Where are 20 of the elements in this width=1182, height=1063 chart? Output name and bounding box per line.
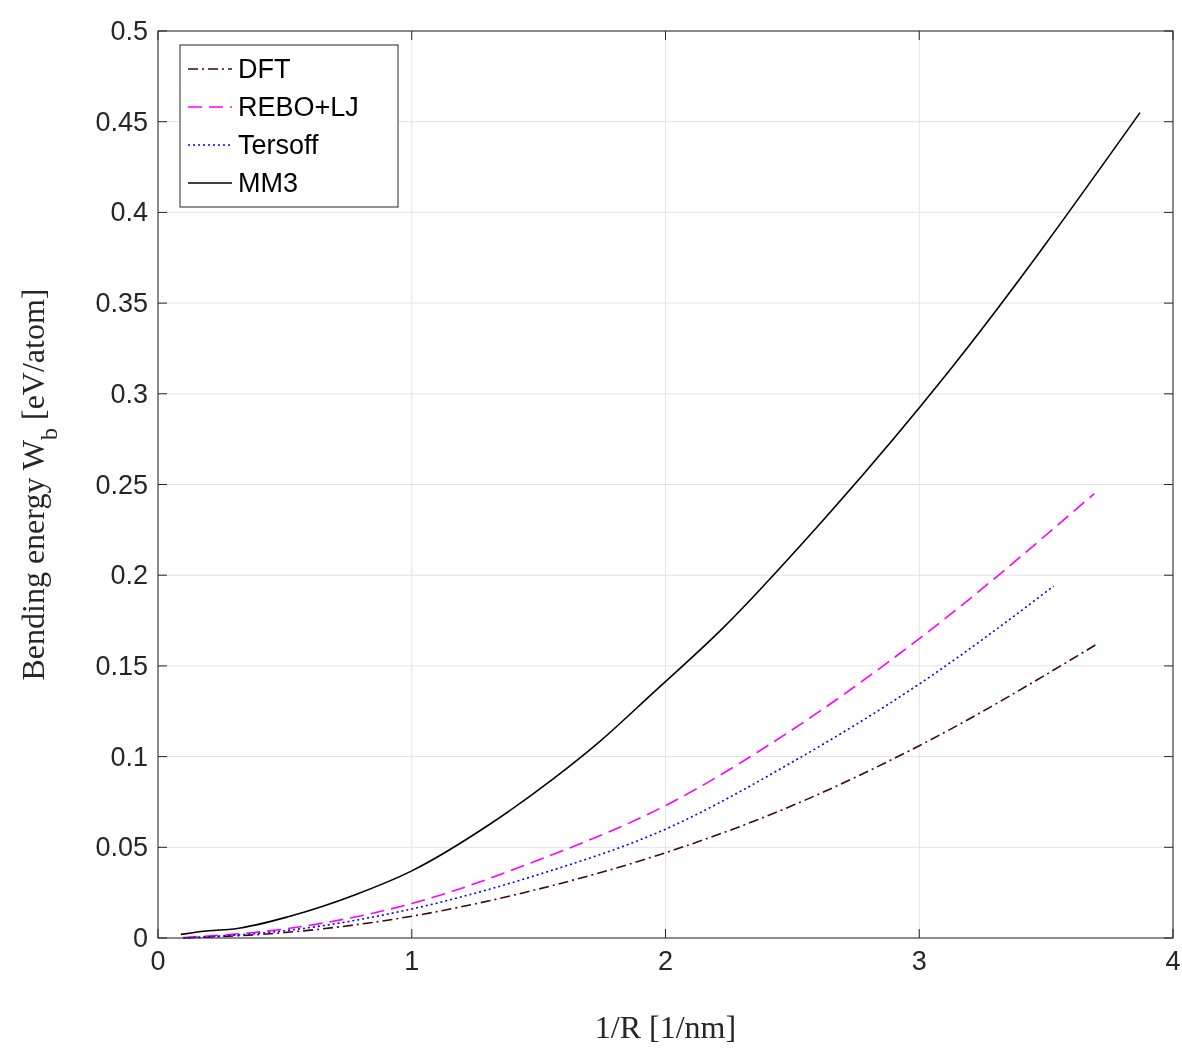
y-tick-label: 0.2 bbox=[110, 560, 148, 591]
x-tick-label: 1 bbox=[404, 946, 420, 976]
x-axis-title: 1/R [1/nm] bbox=[594, 1009, 737, 1045]
y-tick-label: 0.1 bbox=[110, 741, 148, 772]
y-tick-label: 0.05 bbox=[95, 832, 148, 863]
y-tick-label: 0.35 bbox=[95, 288, 148, 319]
x-tick-label: 3 bbox=[911, 946, 927, 976]
legend-label: DFT bbox=[238, 54, 291, 84]
legend-label: MM3 bbox=[238, 168, 298, 198]
y-tick-label: 0.15 bbox=[95, 650, 148, 681]
legend-label: REBO+LJ bbox=[238, 92, 359, 122]
x-tick-label: 2 bbox=[657, 946, 674, 976]
y-tick-label: 0.25 bbox=[95, 469, 148, 500]
y-tick-label: 0 bbox=[132, 923, 148, 953]
y-tick-label: 0.45 bbox=[95, 106, 148, 137]
legend-label: Tersoff bbox=[238, 130, 320, 160]
y-tick-label: 0.3 bbox=[110, 378, 148, 409]
x-tick-label: 4 bbox=[1165, 946, 1181, 976]
y-tick-label: 0.4 bbox=[110, 197, 148, 228]
y-tick-label: 0.5 bbox=[110, 16, 148, 46]
